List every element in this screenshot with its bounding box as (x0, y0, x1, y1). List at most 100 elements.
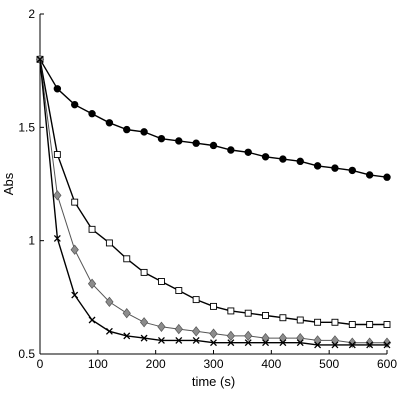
data-point-cross (296, 339, 304, 347)
data-point-square (227, 307, 235, 315)
x-tick-label: 400 (261, 357, 281, 371)
data-point-square (140, 268, 148, 276)
data-point-cross (314, 341, 322, 349)
data-point-diamond (139, 317, 149, 328)
x-tick-label: 0 (37, 357, 44, 371)
series-line (39, 59, 387, 344)
data-point-cross (123, 332, 131, 340)
data-point-cross (279, 339, 287, 347)
data-point-cross (348, 341, 356, 349)
series-2 (36, 55, 391, 328)
data-point-diamond (313, 335, 322, 346)
y-tick-label: 2 (28, 7, 35, 21)
data-point-diamond (157, 321, 166, 332)
data-point-cross (262, 339, 270, 347)
x-tick-label: 300 (203, 357, 223, 371)
data-point-cross (71, 291, 79, 299)
data-point-diamond (348, 337, 357, 348)
data-point-circle (313, 162, 322, 170)
data-point-diamond (382, 337, 392, 348)
data-point-diamond (209, 328, 218, 339)
data-point-square (383, 321, 391, 328)
data-point-circle (383, 173, 391, 181)
data-point-diamond (278, 332, 288, 344)
x-tick-label: 600 (377, 357, 397, 371)
data-point-circle (209, 141, 218, 150)
data-point-circle (279, 155, 287, 163)
data-point-diamond (296, 332, 305, 344)
x-tick-label: 500 (319, 357, 339, 371)
data-point-diamond (192, 326, 201, 337)
data-point-square (175, 287, 183, 294)
data-point-cross (36, 55, 44, 63)
data-point-circle (192, 139, 200, 147)
data-point-diamond (174, 323, 183, 335)
data-point-diamond (105, 296, 114, 308)
data-point-square (105, 239, 113, 247)
series-1 (36, 55, 391, 181)
data-point-cross (157, 336, 165, 344)
data-point-square (331, 318, 339, 326)
data-point-cross (140, 334, 148, 342)
data-point-square (71, 198, 79, 206)
data-point-circle (244, 148, 252, 156)
data-point-cross (175, 336, 183, 344)
data-point-cross (192, 336, 200, 344)
data-point-circle (53, 85, 62, 93)
series-group (35, 54, 392, 349)
data-point-square (157, 278, 165, 285)
series-line (39, 59, 387, 346)
data-point-diamond (261, 332, 270, 344)
data-point-diamond (244, 330, 253, 342)
tick-group: 0 100 200 300 400 500 600 0.5 1 1.5 2 (18, 7, 397, 371)
data-point-cross (210, 339, 217, 347)
data-point-circle (140, 128, 148, 136)
x-axis-title: time (s) (192, 374, 235, 389)
data-point-circle (175, 137, 183, 145)
data-point-cross (244, 339, 252, 347)
data-point-circle (348, 166, 356, 175)
data-point-square (210, 302, 217, 310)
y-tick-label: 1.5 (18, 120, 35, 134)
data-point-circle (157, 134, 166, 143)
data-point-diamond (330, 335, 340, 346)
x-tick-label: 200 (146, 357, 166, 371)
data-point-circle (105, 119, 114, 127)
data-point-square (192, 296, 200, 304)
data-point-square (279, 314, 287, 322)
data-point-diamond (122, 308, 131, 319)
data-point-square (262, 312, 269, 319)
data-point-square (123, 255, 131, 263)
y-tick-label: 0.5 (18, 347, 35, 361)
data-point-diamond (87, 278, 97, 289)
data-point-cross (88, 316, 96, 324)
data-point-diamond (226, 330, 235, 342)
data-point-square (348, 321, 356, 328)
data-point-square (366, 321, 374, 328)
data-point-cross (383, 341, 391, 349)
data-point-square (244, 309, 252, 317)
data-point-cross (227, 339, 235, 347)
data-point-circle (70, 100, 79, 109)
data-point-cross (366, 341, 374, 349)
y-axis-title: Abs (1, 172, 16, 195)
data-point-square (88, 225, 96, 233)
data-point-cross (53, 234, 61, 242)
series-4 (36, 55, 391, 349)
series-line (39, 58, 388, 178)
data-point-diamond (365, 337, 374, 348)
data-point-circle (365, 171, 374, 179)
data-point-circle (331, 164, 339, 172)
data-point-circle (296, 157, 304, 166)
data-point-square (314, 318, 322, 326)
data-point-circle (261, 153, 270, 161)
y-tick-label: 1 (28, 234, 35, 248)
data-point-diamond (70, 244, 79, 255)
data-point-diamond (53, 190, 62, 201)
data-point-cross (105, 327, 113, 335)
data-point-cross (331, 341, 339, 349)
data-point-circle (123, 125, 131, 134)
data-point-square (53, 151, 61, 158)
x-tick-label: 100 (88, 357, 108, 371)
